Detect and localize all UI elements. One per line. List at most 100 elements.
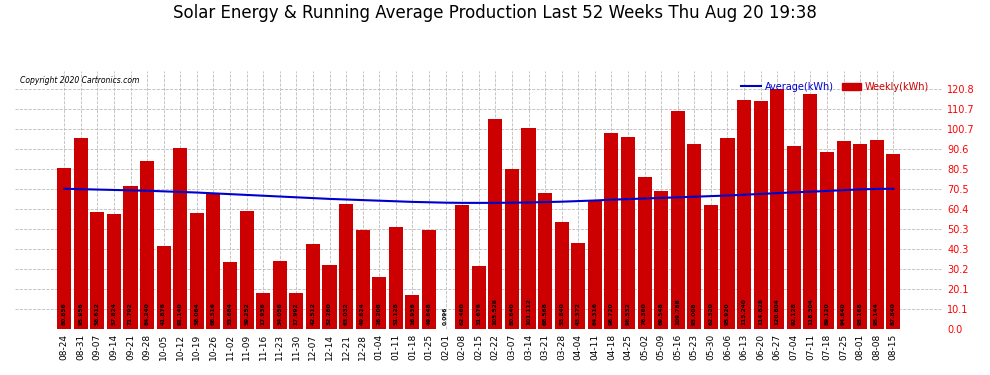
Bar xyxy=(869,140,884,329)
Bar xyxy=(355,230,369,329)
Text: 51.128: 51.128 xyxy=(393,302,398,325)
Bar xyxy=(522,128,536,329)
Bar xyxy=(654,190,668,329)
Text: 76.360: 76.360 xyxy=(643,302,647,325)
Bar xyxy=(588,201,602,329)
Text: 69.548: 69.548 xyxy=(658,302,663,325)
Bar xyxy=(471,266,486,329)
Bar xyxy=(372,277,386,329)
Text: 32.280: 32.280 xyxy=(327,302,332,325)
Text: 42.512: 42.512 xyxy=(311,302,316,325)
Bar xyxy=(621,137,635,329)
Text: 95.920: 95.920 xyxy=(725,302,730,325)
Text: 105.528: 105.528 xyxy=(493,298,498,325)
Bar xyxy=(289,293,303,329)
Bar xyxy=(206,193,221,329)
Bar xyxy=(107,214,121,329)
Bar xyxy=(837,141,850,329)
Bar xyxy=(571,243,585,329)
Bar xyxy=(886,154,900,329)
Bar xyxy=(272,261,287,329)
Text: 120.804: 120.804 xyxy=(775,298,780,325)
Bar xyxy=(638,177,651,329)
Bar xyxy=(753,100,767,329)
Bar xyxy=(422,230,436,329)
Text: 57.824: 57.824 xyxy=(112,302,117,325)
Bar xyxy=(604,133,619,329)
Text: 58.612: 58.612 xyxy=(95,302,100,325)
Bar xyxy=(405,295,420,329)
Text: 64.316: 64.316 xyxy=(592,302,597,325)
Bar xyxy=(687,144,701,329)
Text: 49.648: 49.648 xyxy=(427,302,432,325)
Bar xyxy=(156,246,170,329)
Text: 43.372: 43.372 xyxy=(576,302,581,325)
Text: 63.032: 63.032 xyxy=(344,302,348,325)
Bar xyxy=(820,152,834,329)
Bar xyxy=(770,89,784,329)
Text: 84.240: 84.240 xyxy=(145,302,149,325)
Text: 59.252: 59.252 xyxy=(245,302,249,325)
Bar xyxy=(455,205,469,329)
Bar xyxy=(787,146,801,329)
Bar xyxy=(538,193,552,329)
Bar xyxy=(190,213,204,329)
Text: 53.840: 53.840 xyxy=(559,302,564,325)
Bar xyxy=(670,111,685,329)
Text: 101.112: 101.112 xyxy=(526,298,531,325)
Bar xyxy=(488,119,502,329)
Bar xyxy=(140,162,154,329)
Bar xyxy=(704,205,718,329)
Text: 91.140: 91.140 xyxy=(178,302,183,325)
Text: 94.640: 94.640 xyxy=(842,302,846,325)
Bar xyxy=(803,94,818,329)
Bar xyxy=(223,262,237,329)
Text: 98.720: 98.720 xyxy=(609,302,614,325)
Text: 93.168: 93.168 xyxy=(857,302,862,325)
Bar xyxy=(554,222,568,329)
Bar xyxy=(323,265,337,329)
Text: 68.568: 68.568 xyxy=(543,302,547,325)
Text: 96.532: 96.532 xyxy=(626,302,631,325)
Text: 41.876: 41.876 xyxy=(161,302,166,325)
Text: 95.956: 95.956 xyxy=(78,302,83,325)
Text: 80.640: 80.640 xyxy=(510,302,515,325)
Text: 34.056: 34.056 xyxy=(277,302,282,325)
Bar xyxy=(721,138,735,329)
Bar xyxy=(240,211,253,329)
Bar xyxy=(173,148,187,329)
Text: 17.936: 17.936 xyxy=(260,302,265,325)
Bar xyxy=(57,168,71,329)
Text: 80.856: 80.856 xyxy=(61,302,66,325)
Text: Copyright 2020 Cartronics.com: Copyright 2020 Cartronics.com xyxy=(20,76,139,85)
Text: 0.096: 0.096 xyxy=(444,306,448,325)
Text: 95.144: 95.144 xyxy=(874,302,879,325)
Text: 17.992: 17.992 xyxy=(294,302,299,325)
Bar xyxy=(737,100,751,329)
Text: Solar Energy & Running Average Production Last 52 Weeks Thu Aug 20 19:38: Solar Energy & Running Average Productio… xyxy=(173,4,817,22)
Text: 115.240: 115.240 xyxy=(742,298,746,325)
Bar xyxy=(339,204,353,329)
Text: 26.208: 26.208 xyxy=(377,302,382,325)
Bar xyxy=(73,138,88,329)
Text: 33.684: 33.684 xyxy=(228,302,233,325)
Bar xyxy=(306,244,320,329)
Text: 49.624: 49.624 xyxy=(360,302,365,325)
Text: 118.304: 118.304 xyxy=(808,298,813,325)
Text: 16.936: 16.936 xyxy=(410,302,415,325)
Text: 89.120: 89.120 xyxy=(825,302,830,325)
Bar xyxy=(256,293,270,329)
Text: 58.084: 58.084 xyxy=(194,302,199,325)
Text: 109.788: 109.788 xyxy=(675,298,680,325)
Text: 68.316: 68.316 xyxy=(211,302,216,325)
Text: 31.676: 31.676 xyxy=(476,302,481,325)
Text: 62.320: 62.320 xyxy=(709,302,714,325)
Bar xyxy=(389,227,403,329)
Text: 71.792: 71.792 xyxy=(128,302,133,325)
Bar xyxy=(124,186,138,329)
Bar xyxy=(505,169,519,329)
Bar xyxy=(853,144,867,329)
Text: 114.828: 114.828 xyxy=(758,298,763,325)
Bar xyxy=(90,212,104,329)
Text: 87.840: 87.840 xyxy=(891,302,896,325)
